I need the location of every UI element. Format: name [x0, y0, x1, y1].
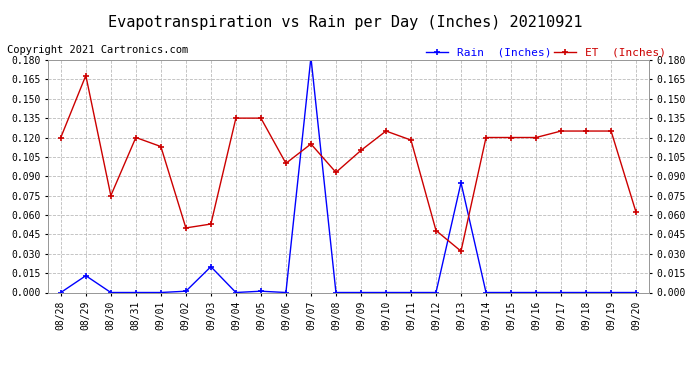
Text: Evapotranspiration vs Rain per Day (Inches) 20210921: Evapotranspiration vs Rain per Day (Inch…	[108, 15, 582, 30]
Text: Copyright 2021 Cartronics.com: Copyright 2021 Cartronics.com	[7, 45, 188, 55]
Legend: Rain  (Inches), ET  (Inches): Rain (Inches), ET (Inches)	[422, 43, 671, 62]
